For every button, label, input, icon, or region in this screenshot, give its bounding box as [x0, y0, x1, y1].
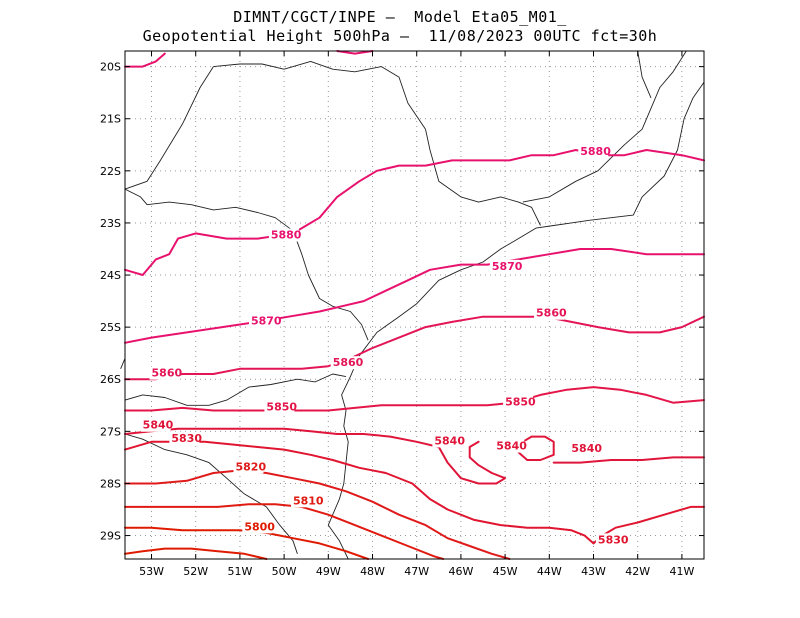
state-border-sc-rs [124, 433, 298, 554]
x-tick-label: 49W [316, 565, 341, 578]
y-tick-label: 28S [100, 477, 121, 490]
contour-label: 5860 [152, 367, 183, 380]
contour-label: 5840 [571, 442, 602, 455]
contour-5790 [124, 547, 268, 560]
y-tick-label: 25S [100, 321, 121, 334]
contour-label: 5830 [171, 432, 202, 445]
contour-5870 [124, 248, 705, 344]
plot-frame [124, 50, 705, 560]
y-tick-label: 21S [100, 113, 121, 126]
contour-label-bg [149, 366, 180, 380]
contour-label-bg [489, 259, 520, 273]
y-tick-label: 24S [100, 269, 121, 282]
state-border-sp-mg [213, 60, 541, 226]
y-tick-label: 29S [100, 530, 121, 543]
contour-label-bg [595, 533, 626, 547]
contour-label: 5820 [235, 460, 266, 473]
contour-label-bg [264, 400, 295, 414]
contour-label: 5870 [492, 260, 523, 273]
chart-title-line-1: DIMNT/CGCT/INPE — Model Eta05_M01_ [233, 8, 567, 26]
y-tick-label: 27S [100, 425, 121, 438]
coastline [327, 82, 705, 560]
x-tick-label: 41W [669, 565, 694, 578]
contour-label: 5880 [580, 145, 611, 158]
x-tick-label: 53W [139, 565, 164, 578]
contour-label: 5880 [271, 229, 302, 242]
y-tick-label: 26S [100, 373, 121, 386]
contour-label: 5840 [143, 419, 174, 432]
contour-label: 5850 [266, 401, 297, 414]
y-tick-label: 22S [100, 165, 121, 178]
state-border-ms [124, 188, 148, 205]
contour-label-bg [268, 228, 299, 242]
contour-5850 [124, 386, 705, 412]
x-tick-label: 44W [537, 565, 562, 578]
contour-5880 [124, 52, 166, 68]
contour-label: 5830 [598, 533, 629, 546]
state-border-mg-rj [522, 50, 687, 203]
contour-label-bg [233, 460, 264, 474]
contour-5830 [124, 440, 705, 545]
contour-5840 [124, 427, 507, 485]
x-tick-label: 52W [183, 565, 208, 578]
contour-label-bg [569, 442, 600, 456]
contour-label-bg [248, 314, 279, 328]
contour-label: 5860 [536, 307, 567, 320]
state-border-mg-es [637, 50, 652, 99]
contour-label: 5800 [244, 520, 275, 533]
contour-label: 5810 [293, 494, 324, 507]
x-tick-label: 51W [227, 565, 252, 578]
contour-label-bg [494, 439, 525, 453]
x-tick-label: 47W [404, 565, 429, 578]
state-border-ms-go [124, 66, 214, 190]
geopotential-contours [124, 50, 705, 560]
x-tick-label: 48W [360, 565, 385, 578]
contour-label: 5850 [505, 395, 536, 408]
contour-label: 5840 [496, 440, 527, 453]
contour-label-bg [330, 356, 361, 370]
x-tick-label: 50W [272, 565, 297, 578]
x-tick-label: 46W [448, 565, 473, 578]
contour-label-bg [140, 418, 171, 432]
west-border [120, 358, 126, 369]
contour-5880 [124, 149, 705, 276]
contour-label: 5860 [333, 356, 364, 369]
contour-5820 [124, 469, 511, 560]
y-tick-label: 20S [100, 61, 121, 74]
chart-title-line-2: Geopotential Height 500hPa — 11/08/2023 … [142, 27, 658, 45]
contour-label-bg [534, 306, 565, 320]
contour-label-bg [578, 145, 609, 159]
contour-labels: 5880 5880 5870 5870 5860 5860 5860 5850 5850 5840… [140, 145, 629, 547]
contour-label-bg [290, 494, 321, 508]
axis-ticks: 53W 52W 51W 50W 49W 48W 47W 46W 45W 44W 43W 42W 41W 2… [100, 51, 704, 578]
contour-label-bg [169, 431, 200, 445]
contour-label-bg [432, 434, 463, 448]
contour-label: 5870 [251, 315, 282, 328]
contour-5860 [124, 315, 705, 381]
x-tick-label: 42W [625, 565, 650, 578]
political-borders [120, 50, 705, 560]
x-tick-label: 45W [493, 565, 518, 578]
contour-label: 5840 [434, 434, 465, 447]
contour-5880 [336, 50, 374, 55]
contour-5840 [552, 456, 705, 464]
state-border-pr-sc [124, 373, 347, 406]
contour-label-bg [242, 520, 273, 534]
x-tick-label: 43W [581, 565, 606, 578]
contour-label-bg [503, 395, 534, 409]
y-tick-label: 23S [100, 217, 121, 230]
